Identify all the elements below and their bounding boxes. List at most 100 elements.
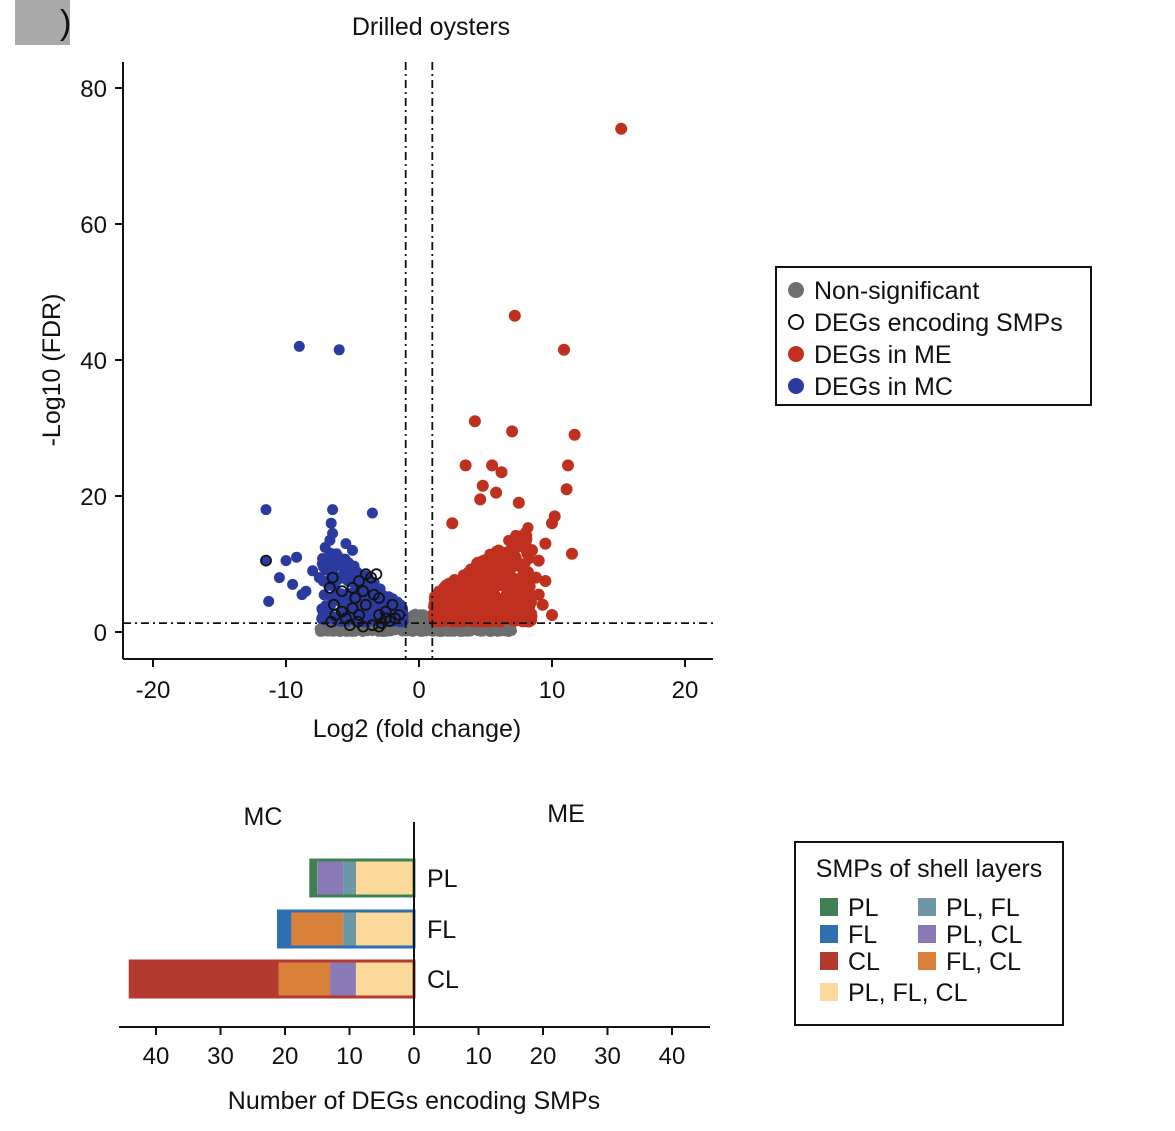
point-deg-me [546,609,558,621]
point-deg-me [490,595,502,607]
point-deg-smp [343,619,356,632]
bar-segment [343,860,356,896]
threshold-lines [123,62,713,659]
point-deg-me [532,554,545,567]
legend-frame [775,266,1092,406]
point-non-significant [405,621,416,632]
bar-x-axis-label: Number of DEGs encoding SMPs [228,1087,600,1115]
bar-segment [355,911,414,947]
y-tick-label: 0 [94,620,107,647]
point-deg-mc [293,340,305,352]
legend-marker-me [788,346,804,362]
legend-label: FL, CL [946,948,1021,976]
y-axis-label: -Log10 (FDR) [38,294,66,447]
point-deg-smp [373,620,386,633]
point-deg-mc [291,551,303,563]
bar-x-tick-label: 30 [207,1043,234,1070]
legend-marker-non-significant [788,282,804,298]
point-deg-me [488,559,500,570]
point-deg-me [468,415,481,428]
point-deg-me [506,425,519,438]
legend-label: FL [848,921,877,949]
bar-segment [355,961,414,997]
point-deg-mc [316,612,328,624]
volcano-legend: Non-significant DEGs encoding SMPs DEGs … [775,266,1092,406]
legend-swatch [820,983,838,1001]
point-deg-me [448,608,460,620]
point-deg-mc [347,544,358,556]
y-tick-label: 40 [80,348,107,375]
point-deg-me [566,547,578,560]
point-deg-mc [263,595,275,607]
point-deg-smp [373,609,386,621]
x-tick-label: 20 [672,677,699,704]
legend-swatch [918,925,936,943]
point-deg-smp [379,605,392,618]
category-label: FL [427,916,456,944]
legend-swatch [820,925,838,943]
bar-x-tick-label: 20 [530,1043,557,1070]
point-deg-me [474,493,487,506]
point-deg-smp [373,592,386,604]
point-deg-smp [260,554,272,567]
x-tick-label: 0 [412,677,425,704]
category-labels: PL FL CL [427,865,459,994]
point-deg-me [568,428,581,441]
legend-title: SMPs of shell layers [816,855,1042,883]
bar-segment [130,961,279,997]
point-deg-mc [287,578,299,590]
point-deg-mc [344,568,356,580]
point-deg-smp [383,615,396,627]
bar-x-tick-label: 40 [143,1043,170,1070]
point-deg-me [486,459,499,472]
point-deg-smp [357,620,370,633]
point-deg-mc [260,504,272,516]
bar-segment [278,911,292,947]
point-deg-mc [273,572,285,584]
panel-label-text: ) [60,4,71,42]
point-non-significant [385,626,396,637]
point-deg-mc [327,504,339,516]
volcano-plot: Drilled oysters -20 -10 0 10 20 0 20 40 60 80 Lo… [38,13,1092,743]
point-deg-mc [320,564,332,576]
x-ticks: -20 -10 0 10 20 [136,659,699,704]
point-deg-me [446,517,459,530]
point-deg-mc [340,538,352,550]
point-deg-me [435,588,447,599]
legend-label-smps: DEGs encoding SMPs [814,309,1063,337]
point-deg-me [615,122,628,135]
point-deg-me [530,571,542,584]
point-deg-me [459,459,472,472]
y-tick-label: 60 [80,212,107,239]
point-deg-me [470,579,482,591]
chart-title: Drilled oysters [352,13,510,41]
point-deg-me [539,537,552,550]
point-deg-mc [331,548,342,560]
point-deg-smp [325,615,338,628]
point-deg-me [521,600,533,611]
legend-label-non-significant: Non-significant [814,277,979,305]
legend-label: CL [848,948,880,976]
bar-segment [355,860,414,896]
legend-marker-smps [788,314,804,330]
legend-label: PL, FL [946,894,1020,922]
point-deg-smp [357,585,370,598]
point-deg-me [492,571,504,582]
point-deg-me [495,466,508,479]
legend-label: PL, FL, CL [848,979,968,1007]
point-deg-me [493,544,505,556]
point-deg-mc [280,555,292,567]
legend-label-mc: DEGs in MC [814,373,953,401]
legend-swatch [820,898,838,916]
point-deg-me [560,483,573,496]
bar-segment [278,961,331,997]
bar-x-tick-label: 40 [659,1043,686,1070]
x-tick-label: -20 [136,677,171,704]
point-deg-mc [324,600,336,612]
legend-marker-mc [788,378,804,394]
point-deg-me [489,615,501,627]
point-deg-me [539,575,552,587]
x-axis-label: Log2 (fold change) [313,715,521,743]
point-deg-me [508,309,521,322]
